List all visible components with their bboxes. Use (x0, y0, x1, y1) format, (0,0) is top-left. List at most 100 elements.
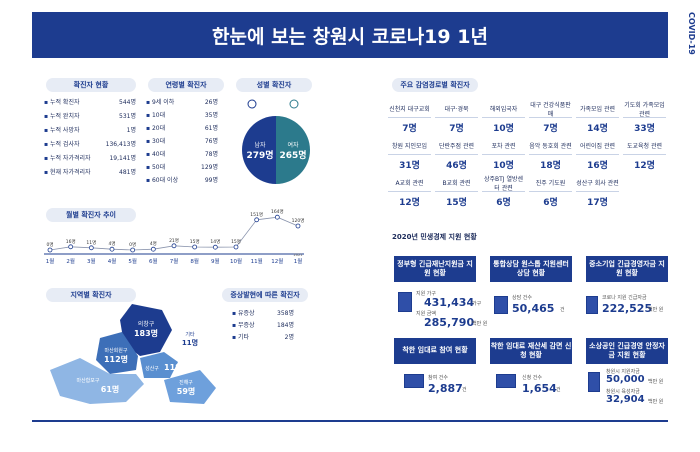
stat-value: 285,790 (424, 316, 475, 329)
route-value: 18명 (540, 161, 561, 171)
route-cell: 도교육청 관련 12명 (623, 137, 666, 171)
map-value: 118명 (164, 362, 188, 372)
region-masanhoewon (96, 332, 138, 374)
route-value: 7명 (449, 124, 464, 134)
route-value: 12명 (634, 161, 655, 171)
support-title-2: 통합상담 원스톱 지원센터 상담 현황 (490, 256, 572, 282)
data-point (295, 223, 301, 229)
age-title: 연령별 확진자 (148, 78, 224, 92)
tick-label: 1월 (46, 257, 55, 265)
route-name: 대구 건강식품판매 (529, 101, 572, 118)
data-label: 151명 (250, 211, 263, 218)
support-title-3: 중소기업 긴급경영자금 지원 현황 (586, 256, 668, 282)
stat-unit: 건 (560, 307, 565, 313)
map-value: 183명 (134, 328, 158, 338)
map-value: 112명 (104, 354, 128, 364)
route-cell: 대구·경북 7명 (435, 100, 478, 134)
stat-value: 2,887 (428, 382, 463, 395)
route-cell: 가족모임 관련 14명 (576, 100, 619, 134)
route-cell: 성산구 회사 관련 17명 (576, 174, 619, 208)
route-cell: 진주 기도원 6명 (529, 174, 572, 208)
data-point (233, 244, 239, 250)
data-label: 4명 (108, 240, 115, 247)
stat-label: 참여 건수 (428, 375, 448, 381)
stat-unit: 백만 원 (472, 321, 488, 327)
tick-label: 7월 (170, 257, 179, 265)
route-name: 상주BTJ 열방센터 관련 (482, 175, 525, 192)
female-slice (276, 116, 310, 184)
route-value: 7명 (543, 124, 558, 134)
tick-label: 11월 (251, 257, 263, 265)
route-name: 가족모임 관련 (576, 100, 619, 118)
tick-label: 1월 (294, 257, 303, 265)
gender-pie: 남자 279명 여자 265명 (242, 99, 310, 184)
route-name: B교회 관련 (435, 174, 478, 192)
routes-grid: 신천지 대구교회 7명 대구·경북 7명 해외입국자 10명 대구 건강식품판매 7명 가족모임… (388, 100, 672, 212)
stat-value: 222,525 (602, 302, 653, 315)
route-cell: 기도회 가족모임 관련 33명 (623, 100, 666, 134)
route-name: 어린이집 관련 (576, 137, 619, 155)
region-uichang (120, 304, 172, 356)
stat-label: 코로나 지원 긴급자금 (602, 295, 647, 301)
data-label: 16명 (66, 238, 76, 245)
stat-unit: 백만 원 (648, 307, 664, 313)
route-cell: 단란주점 관련 46명 (435, 137, 478, 171)
support-title-5: 착한 임대료 재산세 감면 신청 현황 (490, 338, 572, 364)
route-cell: B교회 관련 15명 (435, 174, 478, 208)
stat-value: 32,904 (606, 394, 645, 405)
building-icon (586, 296, 598, 314)
data-point (254, 217, 260, 223)
page-title: 한눈에 보는 창원시 코로나19 1년 (32, 12, 668, 58)
route-value: 7명 (402, 124, 417, 134)
route-value: 31명 (399, 161, 420, 171)
support-title-4: 착한 임대료 참여 현황 (394, 338, 476, 364)
stat-value: 50,465 (512, 302, 555, 315)
tick-label: 8월 (190, 257, 199, 265)
support-title-1: 정부형 긴급재난지원금 지원 현황 (394, 256, 476, 282)
route-name: 창원 지인모임 (388, 137, 431, 155)
stat-unit: 건 (462, 387, 467, 393)
building-icon (398, 292, 412, 312)
map-label: 기타 (185, 331, 195, 338)
tick-label: 4월 (108, 257, 117, 265)
male-label: 남자 (254, 141, 266, 149)
route-name: 음악 동호회 관련 (529, 137, 572, 155)
data-label: 164명 (271, 208, 284, 215)
building-icon (404, 374, 424, 388)
gender-title: 성별 확진자 (236, 78, 312, 92)
route-value: 6명 (496, 198, 511, 208)
route-cell: 해외입국자 10명 (482, 100, 525, 134)
route-value: 17명 (587, 198, 608, 208)
map-value: 11명 (182, 338, 198, 347)
building-icon (496, 374, 516, 388)
data-label: 4명 (150, 240, 157, 247)
tick-label: 12월 (271, 257, 283, 265)
tick-label: 10월 (230, 257, 242, 265)
route-name: 성산구 회사 관련 (576, 174, 619, 192)
stat-label: 신청 건수 (522, 375, 542, 381)
covid-side-label: COVID-19 (687, 12, 696, 55)
tick-label: 3월 (87, 257, 96, 265)
map-value: 61명 (101, 384, 120, 394)
money-bag-icon (588, 372, 600, 392)
data-label: 21명 (169, 237, 179, 244)
region-title: 지역별 확진자 (46, 288, 136, 302)
stat-label: 지원 금액 (416, 311, 436, 317)
data-point (109, 246, 115, 252)
stat-label: 지원 가구 (416, 291, 436, 297)
male-value: 279명 (246, 149, 273, 161)
symptom-title: 증상발현에 따른 확진자 (222, 288, 308, 302)
route-value: 46명 (446, 161, 467, 171)
route-value: 6명 (543, 198, 558, 208)
male-slice (242, 116, 276, 184)
route-name: 해외입국자 (482, 100, 525, 118)
